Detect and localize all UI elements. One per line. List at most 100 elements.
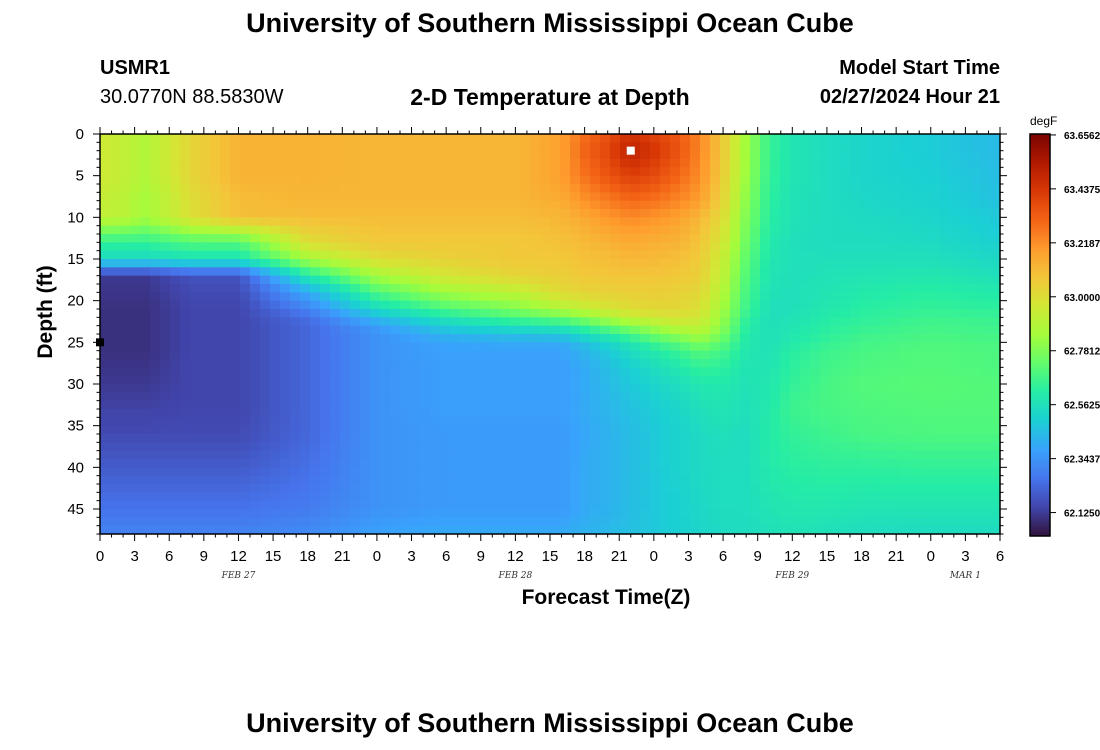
- heatmap-cell: [440, 359, 451, 368]
- heatmap-cell: [930, 417, 941, 427]
- heatmap-cell: [760, 134, 771, 143]
- heatmap-cell: [120, 484, 131, 493]
- heatmap-cell: [110, 434, 121, 443]
- heatmap-cell: [440, 484, 451, 493]
- heatmap-cell: [170, 417, 181, 427]
- heatmap-cell: [410, 292, 421, 302]
- heatmap-cell: [720, 409, 731, 418]
- heatmap-cell: [770, 217, 781, 227]
- heatmap-cell: [660, 417, 671, 427]
- heatmap-cell: [190, 409, 201, 418]
- heatmap-cell: [970, 209, 981, 218]
- heatmap-cell: [670, 375, 681, 385]
- heatmap-cell: [670, 225, 681, 235]
- heatmap-cell: [790, 175, 801, 185]
- heatmap-cell: [330, 250, 341, 260]
- heatmap-cell: [730, 142, 741, 152]
- heatmap-cell: [390, 250, 401, 260]
- heatmap-cell: [820, 517, 831, 527]
- heatmap-cell: [460, 350, 471, 360]
- heatmap-cell: [590, 309, 601, 318]
- heatmap-cell: [220, 459, 231, 468]
- heatmap-cell: [950, 317, 961, 327]
- heatmap-cell: [690, 317, 701, 327]
- heatmap-cell: [160, 442, 171, 452]
- heatmap-cell: [770, 334, 781, 343]
- heatmap-cell: [670, 217, 681, 227]
- heatmap-cell: [330, 209, 341, 218]
- heatmap-cell: [200, 517, 211, 527]
- heatmap-cell: [110, 500, 121, 510]
- heatmap-cell: [910, 234, 921, 243]
- heatmap-cell: [490, 384, 501, 393]
- heatmap-cell: [620, 200, 631, 210]
- heatmap-cell: [740, 200, 751, 210]
- heatmap-cell: [850, 492, 861, 502]
- heatmap-cell: [190, 384, 201, 393]
- heatmap-cell: [300, 150, 311, 160]
- heatmap-cell: [480, 392, 491, 402]
- heatmap-cell: [190, 500, 201, 510]
- heatmap-cell: [500, 225, 511, 235]
- heatmap-cell: [270, 225, 281, 235]
- heatmap-cell: [490, 425, 501, 435]
- heatmap-cell: [450, 267, 461, 277]
- heatmap-cell: [730, 442, 741, 452]
- heatmap-cell: [160, 134, 171, 143]
- heatmap-cell: [610, 184, 621, 193]
- heatmap-cell: [880, 467, 891, 477]
- heatmap-cell: [210, 175, 221, 185]
- heatmap-cell: [230, 442, 241, 452]
- heatmap-cell: [580, 309, 591, 318]
- heatmap-cell: [140, 459, 151, 468]
- heatmap-cell: [560, 184, 571, 193]
- heatmap-cell: [860, 434, 871, 443]
- heatmap-cell: [940, 484, 951, 493]
- heatmap-cell: [170, 425, 181, 435]
- heatmap-cell: [520, 225, 531, 235]
- heatmap-cell: [210, 525, 221, 534]
- heatmap-cell: [620, 184, 631, 193]
- heatmap-cell: [370, 492, 381, 502]
- heatmap-cell: [200, 459, 211, 468]
- heatmap-cell: [220, 159, 231, 168]
- heatmap-cell: [180, 475, 191, 485]
- heatmap-cell: [680, 500, 691, 510]
- heatmap-cell: [910, 334, 921, 343]
- heatmap-cell: [110, 234, 121, 243]
- heatmap-cell: [440, 309, 451, 318]
- heatmap-cell: [680, 234, 691, 243]
- heatmap-cell: [300, 350, 311, 360]
- heatmap-cell: [520, 167, 531, 177]
- heatmap-cell: [760, 525, 771, 534]
- heatmap-cell: [500, 334, 511, 343]
- heatmap-cell: [800, 167, 811, 177]
- heatmap-cell: [920, 250, 931, 260]
- heatmap-cell: [220, 300, 231, 310]
- heatmap-cell: [150, 175, 161, 185]
- heatmap-cell: [760, 259, 771, 268]
- heatmap-cell: [710, 517, 721, 527]
- heatmap-cell: [460, 175, 471, 185]
- heatmap-cell: [790, 334, 801, 343]
- heatmap-cell: [650, 150, 661, 160]
- heatmap-cell: [690, 134, 701, 143]
- heatmap-cell: [660, 350, 671, 360]
- heatmap-cell: [550, 184, 561, 193]
- heatmap-cell: [950, 234, 961, 243]
- heatmap-cell: [960, 517, 971, 527]
- heatmap-cell: [670, 500, 681, 510]
- heatmap-cell: [690, 267, 701, 277]
- heatmap-cell: [740, 159, 751, 168]
- heatmap-cell: [790, 509, 801, 518]
- heatmap-cell: [190, 234, 201, 243]
- heatmap-cell: [600, 159, 611, 168]
- heatmap-cell: [520, 242, 531, 252]
- heatmap-cell: [380, 409, 391, 418]
- heatmap-cell: [470, 175, 481, 185]
- heatmap-cell: [880, 317, 891, 327]
- heatmap-cell: [320, 159, 331, 168]
- heatmap-cell: [540, 425, 551, 435]
- heatmap-cell: [520, 475, 531, 485]
- heatmap-cell: [670, 392, 681, 402]
